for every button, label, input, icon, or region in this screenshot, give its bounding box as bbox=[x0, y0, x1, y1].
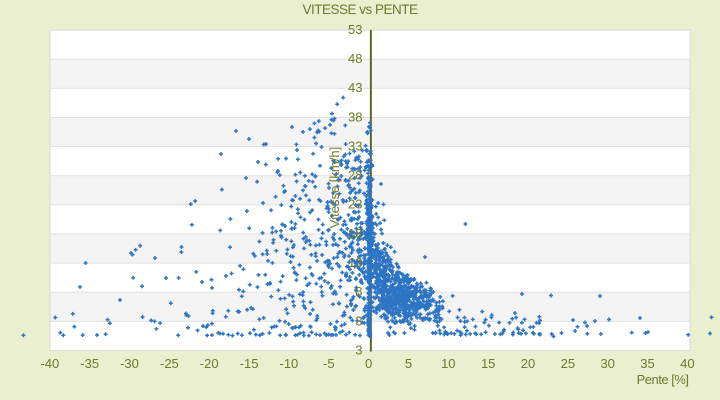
svg-text:38: 38 bbox=[348, 109, 362, 124]
svg-text:-35: -35 bbox=[80, 356, 99, 371]
svg-text:30: 30 bbox=[600, 356, 614, 371]
svg-text:-20: -20 bbox=[200, 356, 219, 371]
svg-text:0: 0 bbox=[365, 356, 372, 371]
svg-text:33: 33 bbox=[348, 138, 362, 153]
svg-text:23: 23 bbox=[348, 197, 362, 212]
svg-text:8: 8 bbox=[355, 284, 362, 299]
svg-text:15: 15 bbox=[481, 356, 495, 371]
svg-text:53: 53 bbox=[348, 22, 362, 37]
svg-text:40: 40 bbox=[680, 356, 694, 371]
svg-text:VITESSE vs PENTE: VITESSE vs PENTE bbox=[302, 2, 418, 17]
svg-text:20: 20 bbox=[521, 356, 535, 371]
svg-text:-5: -5 bbox=[323, 356, 335, 371]
svg-text:18: 18 bbox=[348, 226, 362, 241]
svg-text:28: 28 bbox=[348, 168, 362, 183]
svg-text:25: 25 bbox=[561, 356, 575, 371]
svg-text:-30: -30 bbox=[120, 356, 139, 371]
svg-text:-10: -10 bbox=[280, 356, 299, 371]
svg-text:48: 48 bbox=[348, 51, 362, 66]
svg-text:13: 13 bbox=[348, 255, 362, 270]
svg-text:5: 5 bbox=[405, 356, 412, 371]
svg-text:3: 3 bbox=[355, 343, 362, 358]
svg-text:-25: -25 bbox=[160, 356, 179, 371]
svg-text:3: 3 bbox=[355, 313, 362, 328]
svg-text:Vitesse [km/h]: Vitesse [km/h] bbox=[327, 147, 342, 228]
svg-text:-40: -40 bbox=[40, 356, 59, 371]
svg-text:35: 35 bbox=[640, 356, 654, 371]
svg-text:43: 43 bbox=[348, 80, 362, 95]
svg-text:Pente [%]: Pente [%] bbox=[637, 372, 689, 387]
svg-text:10: 10 bbox=[441, 356, 455, 371]
svg-text:-15: -15 bbox=[240, 356, 259, 371]
